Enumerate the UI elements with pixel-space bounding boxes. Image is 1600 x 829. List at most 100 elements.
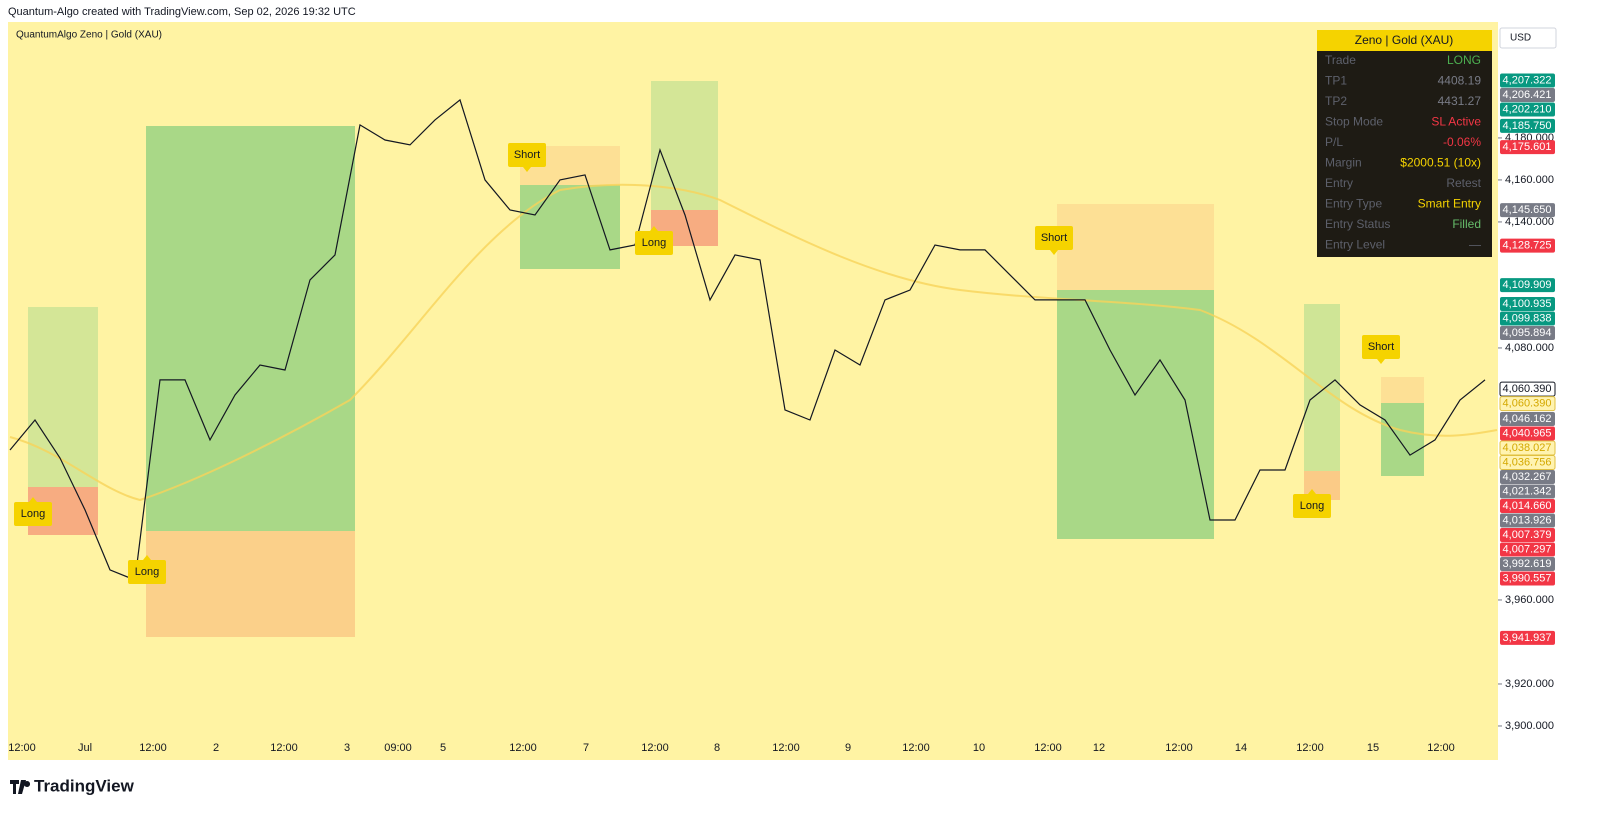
trade-zone [146, 531, 355, 637]
panel-row-value: $2000.51 (10x) [1400, 156, 1481, 170]
signal-pointer [650, 226, 658, 231]
price-tag [1499, 455, 1556, 471]
signal-badge [1035, 226, 1073, 250]
signal-label: Short [1041, 232, 1067, 244]
price-tag [1500, 426, 1555, 441]
panel-row-label: P/L [1325, 135, 1343, 149]
price-tag [1500, 630, 1555, 645]
currency: USD [1510, 33, 1531, 44]
price-tag-label: 3,941.937 [1503, 632, 1552, 644]
trade-zone [651, 81, 718, 210]
price-tag [1500, 470, 1555, 485]
time-label: 12 [1093, 742, 1105, 754]
panel-row-label: Trade [1325, 53, 1356, 67]
price-tag-label: 4,036.756 [1503, 456, 1552, 468]
price-tag-label: 4,038.027 [1503, 442, 1552, 454]
price-axis: 4,180.0004,160.0004,140.0004,080.0003,96… [1498, 73, 1556, 732]
signal-label: Long [21, 508, 45, 520]
price-tag-label: 4,032.267 [1503, 471, 1552, 483]
price-tag-label: 4,109.909 [1503, 279, 1552, 291]
panel-row-value: Retest [1446, 176, 1481, 190]
header: Quantum-Algo created with TradingView.co… [8, 6, 356, 18]
brand-logo [10, 780, 31, 794]
price-tick-label: 4,160.000 [1505, 174, 1554, 186]
price-tag [1500, 528, 1555, 543]
panel-row-label: Entry [1325, 176, 1353, 190]
signal-pointer [29, 497, 37, 502]
price-tag-label: 4,128.725 [1503, 240, 1552, 252]
brand-name: TradingView [34, 776, 135, 795]
price-tag [1500, 73, 1555, 88]
time-label: 5 [440, 742, 446, 754]
price-tag-label: 3,990.557 [1503, 572, 1552, 584]
price-tag [1500, 484, 1555, 499]
price-tag-label: 4,207.322 [1503, 74, 1552, 86]
signal-badge [1293, 494, 1331, 518]
panel-row-value: SL Active [1431, 115, 1481, 129]
panel-row-label: Stop Mode [1325, 115, 1383, 129]
time-label: 12:00 [1427, 742, 1455, 754]
price-tag-label: 4,040.965 [1503, 427, 1552, 439]
trade-zone [146, 126, 355, 531]
time-axis: 12:00 Jul 12:00 2 12:00 3 09:00 5 12:00 7 12:00 8 12… [8, 742, 1455, 754]
time-label: 12:00 [509, 742, 537, 754]
moving-average [9, 183, 1498, 502]
signal-badge [635, 231, 673, 255]
trade-zone [1057, 204, 1214, 290]
price-tag [1500, 412, 1555, 427]
panel-row-value: — [1469, 238, 1481, 252]
price-tag [1500, 311, 1555, 326]
trade-zone [520, 185, 620, 269]
price-tag-label: 4,099.838 [1503, 312, 1552, 324]
signal-badge [128, 560, 166, 584]
price-tick-label: 4,140.000 [1505, 216, 1554, 228]
price-tick-label: 4,080.000 [1505, 342, 1554, 354]
price-tag [1500, 140, 1555, 155]
price-tag [1500, 513, 1555, 528]
signal-badge [508, 143, 546, 167]
price-tag-label: 4,007.379 [1503, 529, 1552, 541]
time-label: 8 [714, 742, 720, 754]
signal-label: Long [642, 237, 666, 249]
time-label: 12:00 [8, 742, 36, 754]
price-line [9, 98, 1486, 581]
trade-zone [28, 307, 98, 487]
info-panel: Zeno | Gold (XAU) Trade LONG TP1 4408.19 TP2… [1317, 30, 1492, 257]
price-tag-label: 4,145.650 [1503, 204, 1552, 216]
price-tag [1500, 88, 1555, 103]
signal-pointer [523, 167, 531, 172]
price-tag-label: 4,202.210 [1503, 103, 1552, 115]
price-tag-label: 4,095.894 [1503, 327, 1552, 339]
signal-badge [14, 502, 52, 526]
price-tag-label: 4,175.601 [1503, 141, 1552, 153]
time-label: 12:00 [139, 742, 167, 754]
time-label: 12:00 [1296, 742, 1324, 754]
legend: QuantumAlgo Zeno | Gold (XAU) [16, 30, 162, 41]
panel-bg [1317, 30, 1492, 257]
signal-badge [1362, 335, 1400, 359]
trade-zone [1381, 403, 1424, 476]
panel-row-label: TP2 [1325, 94, 1347, 108]
signal-label: Short [514, 149, 540, 161]
signal-pointer [1377, 359, 1385, 364]
panel-row-value: Smart Entry [1418, 197, 1481, 211]
time-label: 14 [1235, 742, 1247, 754]
panel-row-label: Entry Status [1325, 217, 1390, 231]
panel-row-value: LONG [1447, 53, 1481, 67]
price-tag [1500, 557, 1555, 572]
time-label: 12:00 [902, 742, 930, 754]
price-tag [1499, 396, 1556, 412]
panel-row-value: -0.06% [1443, 135, 1481, 149]
time-label: 12:00 [641, 742, 669, 754]
time-label: 10 [973, 742, 985, 754]
time-label: 12:00 [772, 742, 800, 754]
price-tag [1500, 571, 1555, 586]
brand: TradingView [10, 776, 135, 795]
price-tag-label: 4,046.162 [1503, 413, 1552, 425]
panel-row-label: Entry Type [1325, 197, 1382, 211]
signals: Long Long Short Long Short Long Short [14, 143, 1400, 584]
price-tag-label: 4,100.935 [1503, 298, 1552, 310]
currency-box[interactable] [1499, 27, 1557, 49]
time-label: Jul [78, 742, 92, 754]
